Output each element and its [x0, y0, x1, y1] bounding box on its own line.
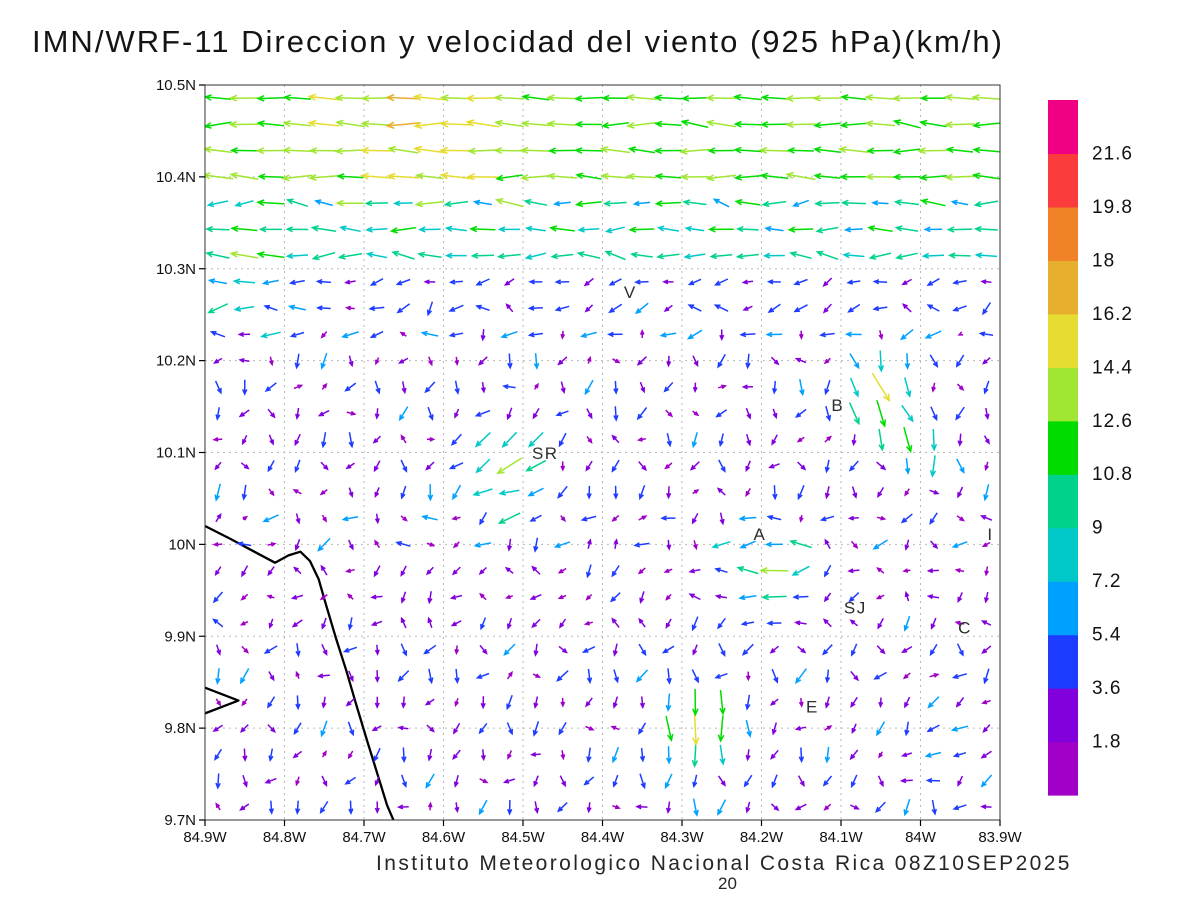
colorbar-label: 21.6 — [1092, 143, 1133, 164]
colorbar-segment — [1048, 741, 1078, 796]
page-number: 20 — [718, 874, 737, 893]
colorbar-label: 7.2 — [1092, 571, 1121, 592]
colorbar-segment — [1048, 581, 1078, 636]
y-tick-label: 10N — [168, 536, 196, 553]
colorbar-segment — [1048, 634, 1078, 689]
x-tick-label: 84.5W — [501, 829, 545, 846]
y-tick-label: 9.7N — [164, 812, 196, 829]
colorbar-label: 14.4 — [1092, 357, 1133, 378]
colorbar-label: 3.6 — [1092, 678, 1121, 699]
y-tick-label: 9.8N — [164, 720, 196, 737]
y-tick-label: 10.5N — [156, 77, 196, 94]
x-tick-label: 84.6W — [422, 829, 466, 846]
axis-labels: 84.9W 84.8W 84.7W 84.6W 84.5W 84.4W 84.3W 84.2W… — [156, 77, 1023, 846]
colorbar-label: 19.8 — [1092, 197, 1133, 218]
colorbar-segment — [1048, 688, 1078, 743]
footer-caption: Instituto Meteorologico Nacional Costa R… — [376, 852, 1072, 875]
colorbar-label: 5.4 — [1092, 625, 1121, 646]
colorbar-label: 9 — [1092, 518, 1104, 539]
colorbar-segment — [1048, 527, 1078, 582]
y-tick-label: 10.4N — [156, 169, 196, 186]
colorbar-label: 1.8 — [1092, 732, 1121, 753]
colorbar-segment — [1048, 100, 1078, 155]
station-label-sj: SJ — [844, 598, 867, 617]
station-label-e: E — [806, 698, 819, 717]
colorbar-label: 16.2 — [1092, 304, 1133, 325]
x-tick-label: 84.3W — [660, 829, 704, 846]
colorbar-segment — [1048, 367, 1078, 422]
colorbar-segment — [1048, 153, 1078, 208]
station-label-a: A — [753, 525, 766, 544]
station-label-c: C — [958, 618, 972, 637]
colorbar-label: 10.8 — [1092, 464, 1133, 485]
colorbar-segment — [1048, 313, 1078, 368]
station-label-sr: SR — [532, 444, 559, 463]
x-tick-label: 84.8W — [263, 829, 307, 846]
coastline — [205, 524, 395, 820]
colorbar-segment — [1048, 474, 1078, 529]
y-tick-label: 9.9N — [164, 628, 196, 645]
station-label-i: I — [987, 525, 993, 544]
x-tick-label: 84.9W — [183, 829, 227, 846]
wind-arrows — [205, 93, 1000, 817]
colorbar-label: 12.6 — [1092, 411, 1133, 432]
x-tick-label: 84W — [905, 829, 937, 846]
station-label-v: V — [624, 283, 637, 302]
colorbar: 21.6 19.8 18 16.2 14.4 12.6 10.8 9 7.2 5.4 3.6 1.8 — [1048, 100, 1133, 796]
y-tick-label: 10.2N — [156, 353, 196, 370]
y-tick-label: 10.3N — [156, 261, 196, 278]
x-tick-label: 84.2W — [740, 829, 784, 846]
station-label-b: B — [831, 396, 844, 415]
colorbar-segment — [1048, 420, 1078, 475]
x-tick-label: 84.1W — [819, 829, 863, 846]
station-labels: V B SR A I SJ C E — [532, 283, 993, 717]
x-tick-label: 83.9W — [978, 829, 1022, 846]
chart-title: IMN/WRF-11 Direccion y velocidad del vie… — [32, 24, 1004, 59]
colorbar-segment — [1048, 206, 1078, 261]
grid-lines — [204, 84, 1001, 821]
colorbar-segment — [1048, 260, 1078, 315]
colorbar-label: 18 — [1092, 250, 1115, 271]
x-tick-label: 84.7W — [342, 829, 386, 846]
x-tick-label: 84.4W — [581, 829, 625, 846]
y-tick-label: 10.1N — [156, 445, 196, 462]
